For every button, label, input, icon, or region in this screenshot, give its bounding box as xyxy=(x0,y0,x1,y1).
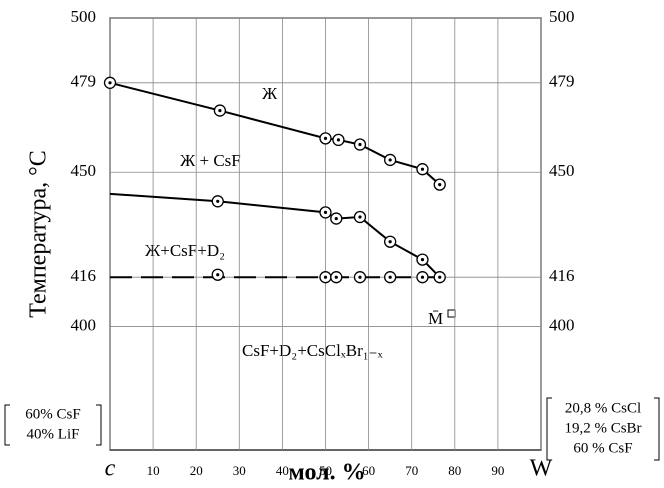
y-tick-label: 479 xyxy=(71,72,97,91)
x-tick-label: 40 xyxy=(276,463,289,478)
data-point xyxy=(319,132,332,145)
point-part xyxy=(358,275,362,279)
annotation: Ж + CsF xyxy=(180,151,241,170)
point-part xyxy=(438,275,442,279)
data-point xyxy=(383,271,397,284)
annotation: M̄ xyxy=(428,309,443,328)
point-part xyxy=(323,136,328,140)
data-point xyxy=(211,195,224,208)
point-part xyxy=(388,275,392,279)
data-point xyxy=(319,206,332,219)
point-part xyxy=(334,216,338,221)
annotation: Ж xyxy=(262,84,278,103)
point-part xyxy=(388,158,392,162)
data-point xyxy=(211,268,224,281)
y-tick-label: 450 xyxy=(549,161,575,180)
point-part xyxy=(388,240,392,244)
y-tick-label: 416 xyxy=(549,266,575,285)
data-point xyxy=(383,235,397,248)
y-axis-label: Температура, °C xyxy=(26,150,52,318)
composition: 60 % CsF xyxy=(573,440,632,456)
annotation: Ж+CsF+D₂ xyxy=(145,241,225,260)
data-point xyxy=(353,210,367,224)
point-part xyxy=(323,210,328,214)
y-tick-label: 500 xyxy=(549,7,575,26)
y-tick-label: 450 xyxy=(71,161,97,180)
data-point xyxy=(383,153,397,167)
point-part xyxy=(420,167,425,171)
x-tick-label: 50 xyxy=(319,463,332,478)
point-part xyxy=(336,138,341,142)
point-part xyxy=(216,199,220,203)
composition: 60% CsF xyxy=(25,406,80,422)
bracket xyxy=(546,397,660,461)
composition: 20,8 % CsCl xyxy=(565,400,641,416)
curve xyxy=(109,192,441,278)
data-point xyxy=(103,76,117,89)
y-tick-label: 416 xyxy=(71,266,97,285)
square-marker xyxy=(447,309,456,318)
x-tick-label: 30 xyxy=(233,463,246,478)
data-point xyxy=(332,133,345,147)
x-tick-label: 10 xyxy=(147,463,160,478)
data-point xyxy=(433,178,446,191)
point-part xyxy=(358,215,362,219)
x-tick-label: 60 xyxy=(362,463,375,478)
x-tick-label: 20 xyxy=(190,463,203,478)
point-part xyxy=(216,273,220,277)
data-point xyxy=(353,138,367,151)
y-tick-label: 400 xyxy=(71,315,97,334)
x-tick-label: 90 xyxy=(491,463,504,478)
data-point xyxy=(330,212,343,225)
point-part xyxy=(358,142,362,147)
x-tick-label: 80 xyxy=(448,463,461,478)
y-tick-label: 500 xyxy=(71,7,97,26)
annotation: CsF+D₂+CsClₓBr₁₋ₓ xyxy=(242,341,383,360)
point-part xyxy=(108,81,112,85)
composition: 40% LiF xyxy=(27,426,80,442)
data-point xyxy=(416,253,429,266)
data-point xyxy=(319,271,332,284)
data-point xyxy=(433,271,446,284)
x-tick-label: 70 xyxy=(405,463,418,478)
point-part xyxy=(323,275,328,279)
point-part xyxy=(334,275,338,279)
point-part xyxy=(420,258,425,262)
data-point xyxy=(353,271,367,284)
data-point xyxy=(330,271,343,284)
y-tick-label: 479 xyxy=(549,72,575,91)
point-part xyxy=(218,108,222,113)
point-part xyxy=(420,275,425,279)
x-tick-label: c xyxy=(105,456,116,482)
x-tick-label: W xyxy=(530,456,553,482)
point-part xyxy=(438,183,442,187)
data-point xyxy=(213,104,227,117)
y-tick-label: 400 xyxy=(549,315,575,334)
data-point xyxy=(416,271,429,284)
x-axis-label: мол. % xyxy=(288,460,365,486)
composition: 19,2 % CsBr xyxy=(564,420,641,436)
bracket xyxy=(4,404,102,446)
data-point xyxy=(416,163,429,176)
